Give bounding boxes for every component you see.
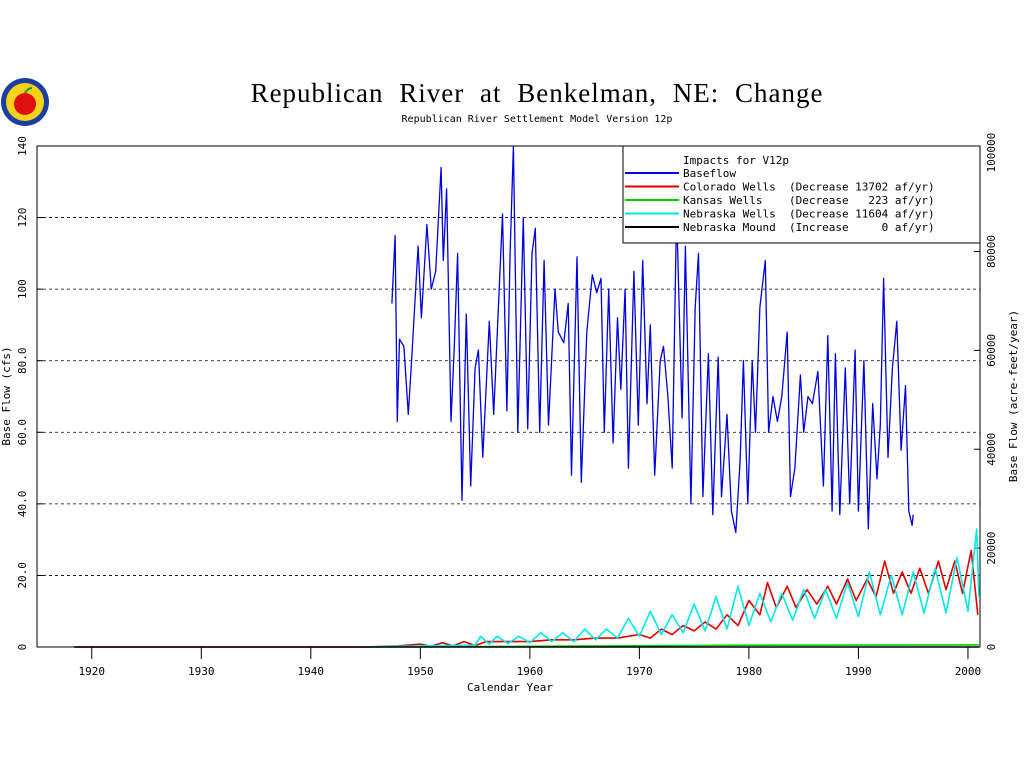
y-tick-label: 60.0	[16, 419, 29, 446]
y2-tick-label: 100000	[985, 133, 998, 173]
chart-subtitle: Republican River Settlement Model Versio…	[402, 114, 673, 125]
x-axis-label: Calendar Year	[467, 681, 553, 694]
x-tick-label: 1990	[845, 665, 872, 678]
legend-label: Nebraska Wells (Decrease 11604 af/yr)	[683, 208, 935, 221]
y2-tick-label: 0	[985, 644, 998, 651]
x-tick-label: 1940	[298, 665, 325, 678]
legend-title: Impacts for V12p	[683, 154, 789, 167]
x-tick-label: 1960	[517, 665, 544, 678]
y-tick-label: 120	[16, 208, 29, 228]
logo	[1, 78, 49, 126]
legend-label: Kansas Wells (Decrease 223 af/yr)	[683, 194, 935, 207]
y2-tick-label: 60000	[985, 334, 998, 367]
chart-title: Republican River at Benkelman, NE: Chang…	[251, 78, 824, 108]
y-axis-label: Base Flow (cfs)	[0, 346, 13, 445]
legend-label: Baseflow	[683, 167, 736, 180]
y2-tick-label: 80000	[985, 235, 998, 268]
legend-box	[622, 145, 981, 244]
x-tick-label: 1980	[736, 665, 763, 678]
y-tick-label: 80.0	[16, 347, 29, 374]
y-tick-label: 20.0	[16, 562, 29, 589]
x-tick-label: 1950	[407, 665, 434, 678]
y-tick-label: 0	[16, 644, 29, 651]
legend-label: Colorado Wells (Decrease 13702 af/yr)	[683, 181, 935, 194]
series-line	[365, 528, 980, 648]
x-tick-label: 1930	[188, 665, 215, 678]
legend-label: Nebraska Mound (Increase 0 af/yr)	[683, 221, 935, 234]
x-tick-label: 1920	[79, 665, 106, 678]
y2-axis-label: Base Flow (acre-feet/year)	[1007, 310, 1020, 482]
x-tick-label: 2000	[955, 665, 982, 678]
y-tick-label: 140	[16, 136, 29, 156]
x-tick-label: 1970	[626, 665, 653, 678]
y-tick-label: 40.0	[16, 491, 29, 518]
y-tick-label: 100	[16, 279, 29, 299]
y2-tick-label: 40000	[985, 433, 998, 466]
series-line	[74, 549, 979, 648]
series-line	[391, 145, 914, 534]
y2-tick-label: 20000	[985, 532, 998, 565]
